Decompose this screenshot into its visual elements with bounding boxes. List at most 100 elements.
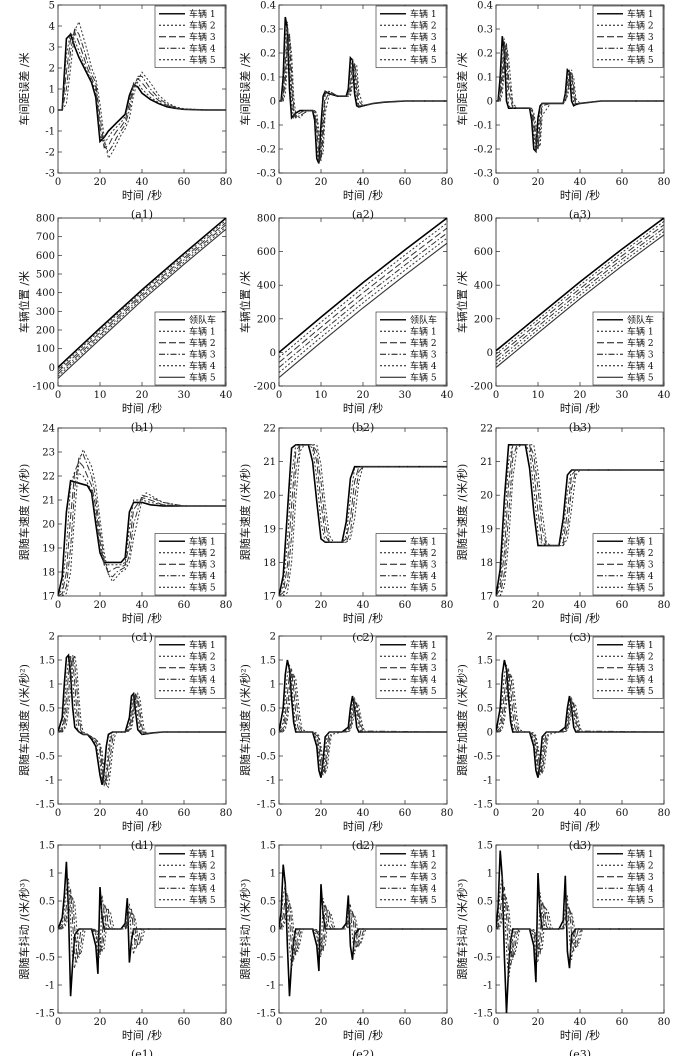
x-tick-label: 80 (441, 1017, 454, 1028)
y-tick-label: -2 (45, 148, 55, 159)
y-tick-label: 600 (474, 247, 493, 258)
y-tick-label: -0.1 (257, 121, 276, 132)
legend-label: 车辆 3 (627, 31, 654, 43)
legend-label: 车辆 2 (410, 859, 437, 871)
y-tick-label: -1 (45, 127, 55, 138)
x-axis-label: 时间 /秒 (560, 819, 600, 833)
x-tick-label: 0 (55, 1017, 61, 1028)
chart-caption: (e1) (131, 1048, 153, 1056)
legend-label: 车辆 2 (627, 650, 654, 662)
legend-label: 车辆 3 (627, 871, 654, 883)
x-tick-label: 60 (399, 808, 412, 819)
y-tick-label: 0 (487, 97, 493, 108)
x-tick-label: 20 (532, 600, 545, 611)
series-line-4 (279, 900, 447, 956)
y-tick-label: 1 (49, 869, 55, 880)
chart-d2: 0 20 40 60 80 -1.5 -1 -0.5 0 0.5 1 1.5 2 车辆 1车辆 2车辆 3… (238, 632, 453, 853)
legend-label: 车辆 2 (410, 650, 437, 662)
series-line-1 (496, 218, 664, 352)
y-tick-label: -1.5 (474, 1009, 493, 1020)
y-tick-label: 200 (257, 314, 276, 325)
legend-label: 领队车 (189, 314, 216, 326)
chart-c3: 0 20 40 60 80 17 18 19 20 21 22 车辆 1车辆 2车辆 3车辆 4车辆 … (455, 424, 670, 645)
x-tick-label: 20 (532, 1017, 545, 1028)
x-axis-label: 时间 /秒 (122, 188, 162, 202)
x-tick-label: 0 (276, 1017, 282, 1028)
legend-label: 车辆 3 (410, 662, 437, 674)
y-tick-label: 0.5 (260, 704, 276, 715)
y-tick-label: 3 (49, 43, 55, 54)
y-tick-label: 18 (263, 558, 276, 569)
x-tick-label: 40 (574, 808, 587, 819)
y-tick-label: -0.5 (474, 752, 493, 763)
x-axis-label: 时间 /秒 (343, 188, 383, 202)
y-tick-label: 0 (49, 363, 55, 374)
series-line-1 (496, 36, 664, 154)
y-tick-label: -1 (266, 981, 276, 992)
y-tick-label: 400 (474, 281, 493, 292)
y-tick-label: 0 (270, 925, 276, 936)
y-tick-label: -1.5 (257, 1009, 276, 1020)
y-tick-label: 4 (49, 22, 55, 33)
y-tick-label: 0.5 (260, 897, 276, 908)
legend-box (154, 533, 226, 596)
y-tick-label: 1 (49, 680, 55, 691)
legend-label: 车辆 4 (627, 360, 654, 372)
legend-label: 车辆 3 (627, 348, 654, 360)
y-tick-label: 0 (270, 728, 276, 739)
legend-label: 车辆 4 (410, 673, 437, 685)
legend-label: 车辆 3 (627, 662, 654, 674)
y-tick-label: -100 (33, 382, 55, 393)
legend-label: 车辆 2 (189, 337, 216, 349)
y-tick-label: 0.2 (260, 49, 276, 60)
x-tick-label: 30 (399, 390, 412, 401)
legend: 车辆 1车辆 2车辆 3车辆 4车辆 5 (592, 5, 664, 68)
y-tick-label: 22 (42, 472, 55, 483)
x-tick-label: 60 (616, 808, 629, 819)
series-line-1 (496, 850, 664, 1013)
series-line-2 (279, 884, 447, 969)
x-tick-label: 20 (94, 600, 107, 611)
x-tick-label: 40 (136, 177, 149, 188)
chart-b1: 0 10 20 30 40-1000100200300400500600700800领队… (17, 214, 232, 435)
legend-label: 车辆 2 (627, 337, 654, 349)
y-tick-label: 0.1 (477, 73, 493, 84)
chart-e3: 0 20 40 60 80-1.5-1-0.500.511.5车辆 1车辆 2车辆 3车… (455, 841, 670, 1056)
legend-box (375, 845, 447, 908)
series-line-4 (496, 43, 664, 150)
y-tick-label: 17 (480, 592, 493, 603)
y-tick-label: 2 (49, 632, 55, 643)
series-line-2 (496, 875, 664, 980)
y-axis-label: 车间距误差 /米 (17, 52, 31, 125)
legend-label: 车辆 5 (627, 581, 654, 593)
y-axis-label: 跟随车加速度 /(米/秒²) (238, 664, 252, 776)
series-line-5 (279, 672, 447, 775)
x-tick-label: 0 (493, 177, 499, 188)
x-axis-label: 时间 /秒 (560, 188, 600, 202)
legend-label: 车辆 1 (627, 848, 654, 860)
x-tick-label: 80 (658, 1017, 671, 1028)
y-tick-label: -1 (45, 776, 55, 787)
legend: 车辆 1车辆 2车辆 3车辆 4车辆 5 (154, 845, 226, 908)
series-line-3 (58, 31, 226, 149)
legend-label: 车辆 4 (627, 570, 654, 582)
y-tick-label: 20 (42, 520, 55, 531)
y-tick-label: 0 (270, 348, 276, 359)
y-tick-label: 400 (257, 281, 276, 292)
x-tick-label: 0 (493, 1017, 499, 1028)
legend-label: 车辆 3 (189, 871, 216, 883)
legend-label: 车辆 5 (410, 894, 437, 906)
x-tick-label: 20 (574, 390, 587, 401)
y-tick-label: -0.5 (257, 953, 276, 964)
legend-box (154, 636, 226, 699)
legend-label: 车辆 5 (627, 894, 654, 906)
y-tick-label: 700 (36, 232, 55, 243)
x-tick-label: 10 (94, 390, 107, 401)
legend-label: 车辆 5 (627, 685, 654, 697)
y-tick-label: -0.5 (36, 953, 55, 964)
x-tick-label: 20 (315, 808, 328, 819)
legend-label: 车辆 1 (189, 325, 216, 337)
y-tick-label: 23 (42, 448, 55, 459)
legend-label: 车辆 3 (189, 662, 216, 674)
chart-caption: (e3) (569, 1048, 591, 1056)
